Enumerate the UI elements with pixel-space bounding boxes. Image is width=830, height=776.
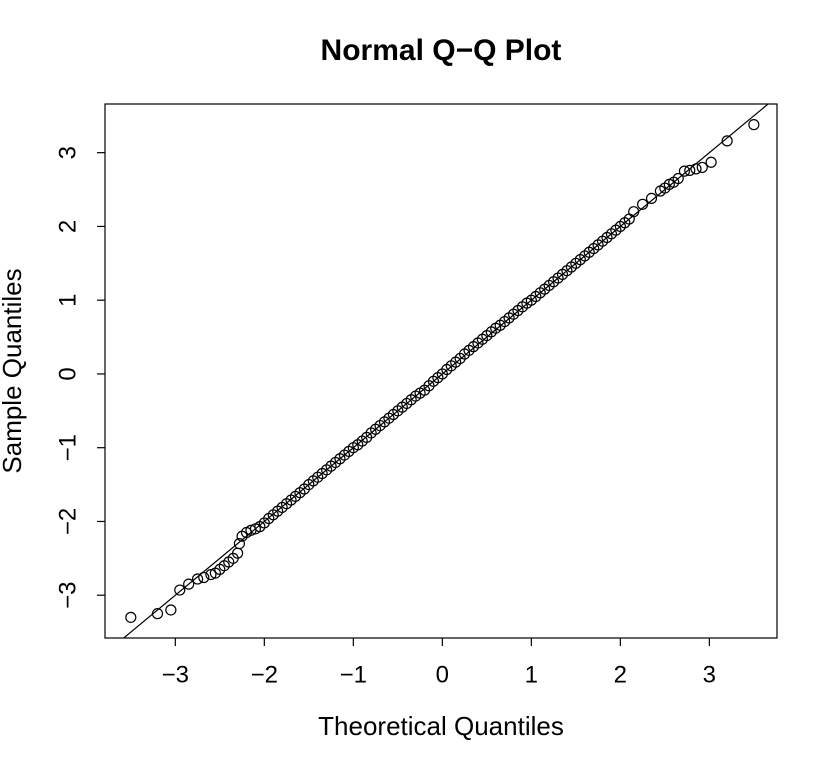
x-tick-label: 3 [703,661,716,688]
x-axis-title: Theoretical Quantiles [318,711,564,741]
data-point [636,198,649,210]
data-point [672,172,684,185]
x-tick-label: 0 [436,661,449,688]
data-point [205,568,217,581]
data-point [191,573,204,585]
x-tick-label: −2 [251,661,278,688]
plot-frame [104,103,778,639]
data-point [678,165,691,177]
data-point [125,611,137,623]
reference-line [122,104,770,638]
y-tick-label: 2 [54,220,81,233]
data-point [645,192,658,205]
data-point [696,161,708,174]
data-point [748,119,760,131]
data-point [705,156,717,168]
data-point [198,571,210,584]
data-point [233,537,245,550]
data-point [628,206,640,218]
data-point [174,584,186,596]
chart-title: Normal Q−Q Plot [321,34,562,67]
data-point [151,608,164,620]
y-tick-label: 3 [54,146,81,159]
data-point [165,604,177,616]
y-axis-title: Sample Quantiles [0,268,27,473]
y-tick-label: −3 [54,582,81,609]
y-tick-label: −2 [54,508,81,535]
data-point [183,578,195,590]
data-point [690,163,702,175]
y-tick-label: 0 [54,367,81,380]
x-tick-label: −3 [162,661,189,688]
x-tick-label: 2 [614,661,627,688]
data-point [721,135,733,147]
x-tick-label: 1 [525,661,538,688]
data-point [684,164,696,176]
x-tick-label: −1 [340,661,367,688]
y-tick-label: 1 [54,294,81,307]
y-tick-label: −1 [54,434,81,461]
